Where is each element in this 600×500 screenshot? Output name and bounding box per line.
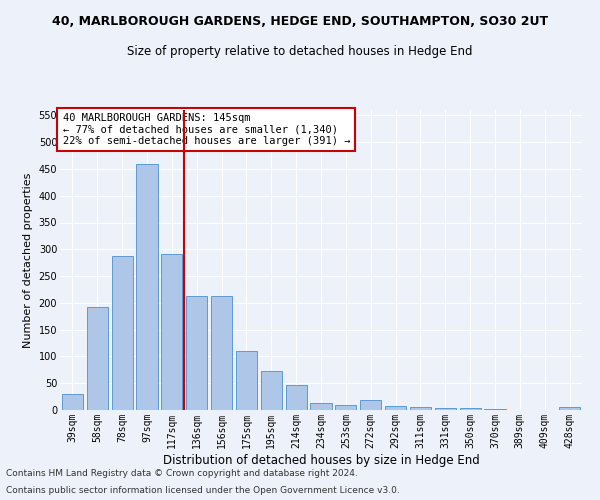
Text: Contains HM Land Registry data © Crown copyright and database right 2024.: Contains HM Land Registry data © Crown c… — [6, 468, 358, 477]
Bar — [460, 408, 481, 410]
Bar — [435, 408, 456, 410]
Bar — [211, 296, 232, 410]
Bar — [559, 408, 580, 410]
Bar — [62, 394, 83, 410]
Bar — [161, 254, 182, 410]
Bar — [186, 296, 207, 410]
Bar — [385, 406, 406, 410]
X-axis label: Distribution of detached houses by size in Hedge End: Distribution of detached houses by size … — [163, 454, 479, 466]
Bar — [335, 404, 356, 410]
Y-axis label: Number of detached properties: Number of detached properties — [23, 172, 33, 348]
Bar — [136, 164, 158, 410]
Bar — [360, 400, 381, 410]
Text: Size of property relative to detached houses in Hedge End: Size of property relative to detached ho… — [127, 45, 473, 58]
Bar — [236, 351, 257, 410]
Text: 40 MARLBOROUGH GARDENS: 145sqm
← 77% of detached houses are smaller (1,340)
22% : 40 MARLBOROUGH GARDENS: 145sqm ← 77% of … — [62, 113, 350, 146]
Bar — [286, 385, 307, 410]
Bar — [87, 307, 108, 410]
Text: 40, MARLBOROUGH GARDENS, HEDGE END, SOUTHAMPTON, SO30 2UT: 40, MARLBOROUGH GARDENS, HEDGE END, SOUT… — [52, 15, 548, 28]
Bar — [410, 407, 431, 410]
Bar — [112, 256, 133, 410]
Bar — [261, 371, 282, 410]
Bar — [310, 403, 332, 410]
Bar — [484, 409, 506, 410]
Text: Contains public sector information licensed under the Open Government Licence v3: Contains public sector information licen… — [6, 486, 400, 495]
